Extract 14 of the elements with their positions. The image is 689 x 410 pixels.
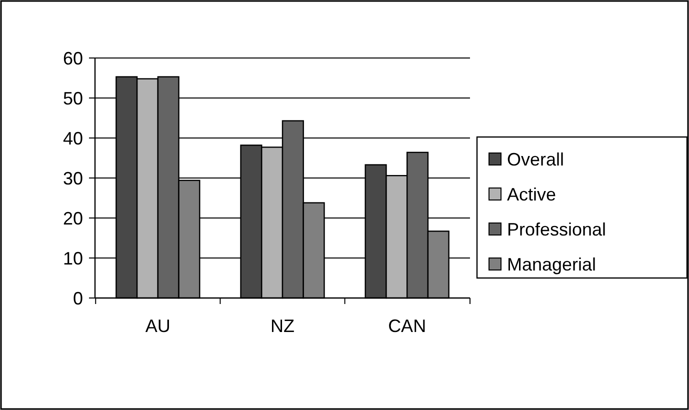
y-tick-label: 10: [62, 248, 83, 268]
y-tick-label: 0: [72, 288, 83, 308]
y-tick-label: 20: [62, 208, 83, 228]
y-tick-label: 40: [62, 128, 83, 148]
legend-label: Overall: [507, 149, 564, 170]
legend-label: Active: [507, 184, 556, 204]
legend-label: Managerial: [507, 254, 596, 274]
y-tick-label: 30: [62, 168, 83, 188]
y-tick-label: 60: [62, 48, 83, 68]
y-tick-label: 50: [62, 88, 83, 108]
x-tick-label: NZ: [270, 316, 294, 336]
x-tick-label: AU: [145, 316, 170, 336]
x-tick-label: CAN: [388, 316, 426, 336]
legend-label: Professional: [507, 219, 606, 240]
